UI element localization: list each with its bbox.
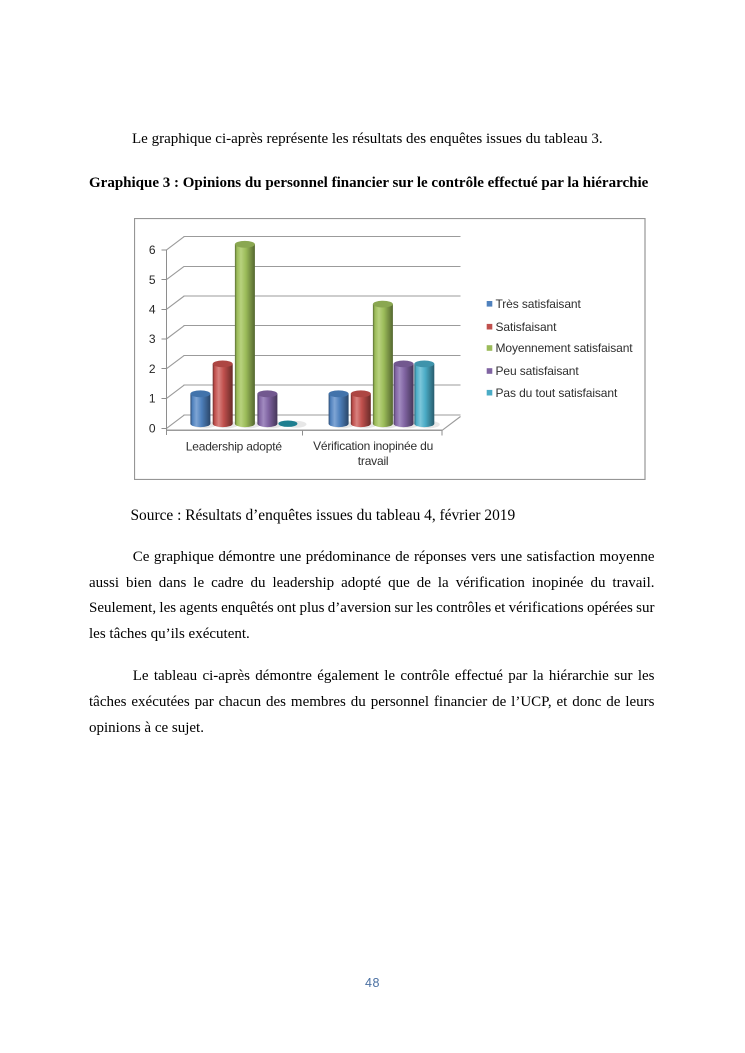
svg-text:Très satisfaisant: Très satisfaisant [496, 297, 582, 311]
svg-text:Vérification inopinée du: Vérification inopinée du [313, 439, 433, 453]
svg-text:3: 3 [149, 332, 156, 346]
svg-text:Satisfaisant: Satisfaisant [496, 320, 558, 334]
svg-text:Leadership adopté: Leadership adopté [186, 440, 283, 454]
svg-text:2: 2 [149, 362, 156, 376]
svg-text:0: 0 [149, 421, 156, 435]
svg-text:Pas du tout satisfaisant: Pas du tout satisfaisant [496, 386, 618, 400]
svg-text:travail: travail [358, 454, 389, 468]
svg-text:5: 5 [149, 273, 156, 287]
svg-text:6: 6 [149, 243, 156, 257]
svg-text:4: 4 [149, 303, 156, 317]
svg-text:1: 1 [149, 392, 156, 406]
svg-text:Moyennement satisfaisant: Moyennement satisfaisant [496, 341, 634, 355]
svg-text:Peu satisfaisant: Peu satisfaisant [496, 364, 580, 378]
